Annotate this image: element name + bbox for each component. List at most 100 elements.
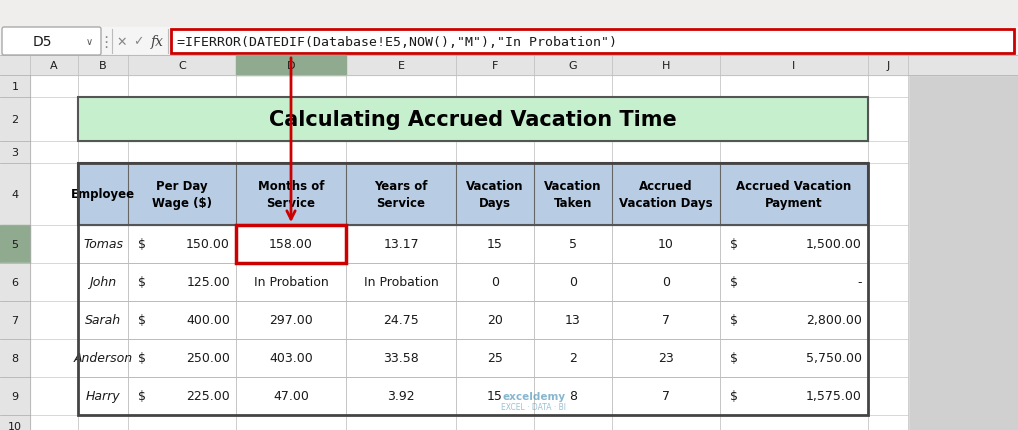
Text: 15: 15 <box>487 390 503 402</box>
Bar <box>236 377 346 415</box>
Bar <box>0 56 1018 76</box>
Text: Vacation
Days: Vacation Days <box>466 180 523 209</box>
Text: 5: 5 <box>569 238 577 251</box>
Bar <box>0 377 30 415</box>
Text: 3.92: 3.92 <box>387 390 414 402</box>
Text: In Probation: In Probation <box>363 276 439 289</box>
Text: H: H <box>662 61 670 71</box>
Text: 25: 25 <box>487 352 503 365</box>
Text: $: $ <box>138 314 146 327</box>
Text: D: D <box>287 61 295 71</box>
Bar <box>236 225 346 264</box>
Bar <box>78 98 868 141</box>
Text: 150.00: 150.00 <box>186 238 230 251</box>
Bar <box>78 164 868 225</box>
Bar <box>78 377 128 415</box>
Text: 2: 2 <box>11 115 18 125</box>
Text: 1,575.00: 1,575.00 <box>806 390 862 402</box>
Bar <box>720 225 868 264</box>
Bar <box>456 264 534 301</box>
Bar <box>236 264 346 301</box>
Bar <box>612 301 720 339</box>
Bar <box>78 225 128 264</box>
Bar <box>720 164 868 225</box>
Text: Accrued
Vacation Days: Accrued Vacation Days <box>619 180 713 209</box>
Text: 158.00: 158.00 <box>269 238 313 251</box>
Bar <box>0 28 1018 56</box>
Text: ∨: ∨ <box>86 37 93 47</box>
Bar <box>456 301 534 339</box>
Text: $: $ <box>138 238 146 251</box>
Text: 20: 20 <box>487 314 503 327</box>
Bar <box>128 164 236 225</box>
Bar <box>128 264 236 301</box>
Text: C: C <box>178 61 186 71</box>
FancyBboxPatch shape <box>2 28 101 56</box>
Text: Harry: Harry <box>86 390 120 402</box>
Text: 297.00: 297.00 <box>269 314 313 327</box>
Text: 47.00: 47.00 <box>273 390 308 402</box>
Text: $: $ <box>730 276 738 289</box>
Bar <box>236 164 346 225</box>
Bar <box>534 264 612 301</box>
Bar <box>612 164 720 225</box>
Text: $: $ <box>138 276 146 289</box>
Text: 250.00: 250.00 <box>186 352 230 365</box>
Bar <box>456 339 534 377</box>
Bar <box>720 301 868 339</box>
Bar <box>0 164 30 225</box>
Bar <box>612 264 720 301</box>
Bar <box>534 164 612 225</box>
Text: 33.58: 33.58 <box>383 352 418 365</box>
Text: EXCEL · DATA · BI: EXCEL · DATA · BI <box>502 402 566 411</box>
Bar <box>456 225 534 264</box>
Text: $: $ <box>138 352 146 365</box>
Text: 24.75: 24.75 <box>383 314 418 327</box>
Text: 8: 8 <box>569 390 577 402</box>
Text: =IFERROR(DATEDIF(Database!E5,NOW(),"M"),"In Probation"): =IFERROR(DATEDIF(Database!E5,NOW(),"M"),… <box>177 35 617 49</box>
Bar <box>0 76 30 98</box>
Text: I: I <box>792 61 796 71</box>
Bar <box>30 76 908 430</box>
Bar <box>0 301 30 339</box>
Bar <box>128 339 236 377</box>
Text: Years of
Service: Years of Service <box>375 180 428 209</box>
Text: $: $ <box>730 314 738 327</box>
Bar <box>534 339 612 377</box>
Text: 10: 10 <box>8 421 22 430</box>
Bar <box>128 377 236 415</box>
Text: $: $ <box>730 352 738 365</box>
Text: 23: 23 <box>658 352 674 365</box>
Bar <box>0 264 30 301</box>
Text: 15: 15 <box>487 238 503 251</box>
Text: Accrued Vacation
Payment: Accrued Vacation Payment <box>736 180 852 209</box>
Bar <box>534 377 612 415</box>
Text: 0: 0 <box>569 276 577 289</box>
Text: Sarah: Sarah <box>84 314 121 327</box>
Text: $: $ <box>730 390 738 402</box>
Text: F: F <box>492 61 498 71</box>
Bar <box>78 339 128 377</box>
Bar <box>78 264 128 301</box>
Text: 7: 7 <box>11 315 18 325</box>
Text: 403.00: 403.00 <box>269 352 313 365</box>
Bar <box>128 301 236 339</box>
Text: 13: 13 <box>565 314 581 327</box>
Bar <box>346 225 456 264</box>
Text: 7: 7 <box>662 314 670 327</box>
Text: 4: 4 <box>11 190 18 200</box>
Bar <box>534 301 612 339</box>
Text: 5: 5 <box>11 240 18 249</box>
Bar <box>456 164 534 225</box>
Bar <box>236 225 346 264</box>
Text: 1: 1 <box>11 82 18 92</box>
Text: exceldemy: exceldemy <box>503 390 566 401</box>
Bar <box>0 141 30 164</box>
Text: ✕: ✕ <box>117 35 127 49</box>
Text: 8: 8 <box>11 353 18 363</box>
Text: $: $ <box>730 238 738 251</box>
Bar <box>236 301 346 339</box>
Text: 5,750.00: 5,750.00 <box>806 352 862 365</box>
Bar <box>612 225 720 264</box>
Text: Per Day
Wage ($): Per Day Wage ($) <box>152 180 212 209</box>
